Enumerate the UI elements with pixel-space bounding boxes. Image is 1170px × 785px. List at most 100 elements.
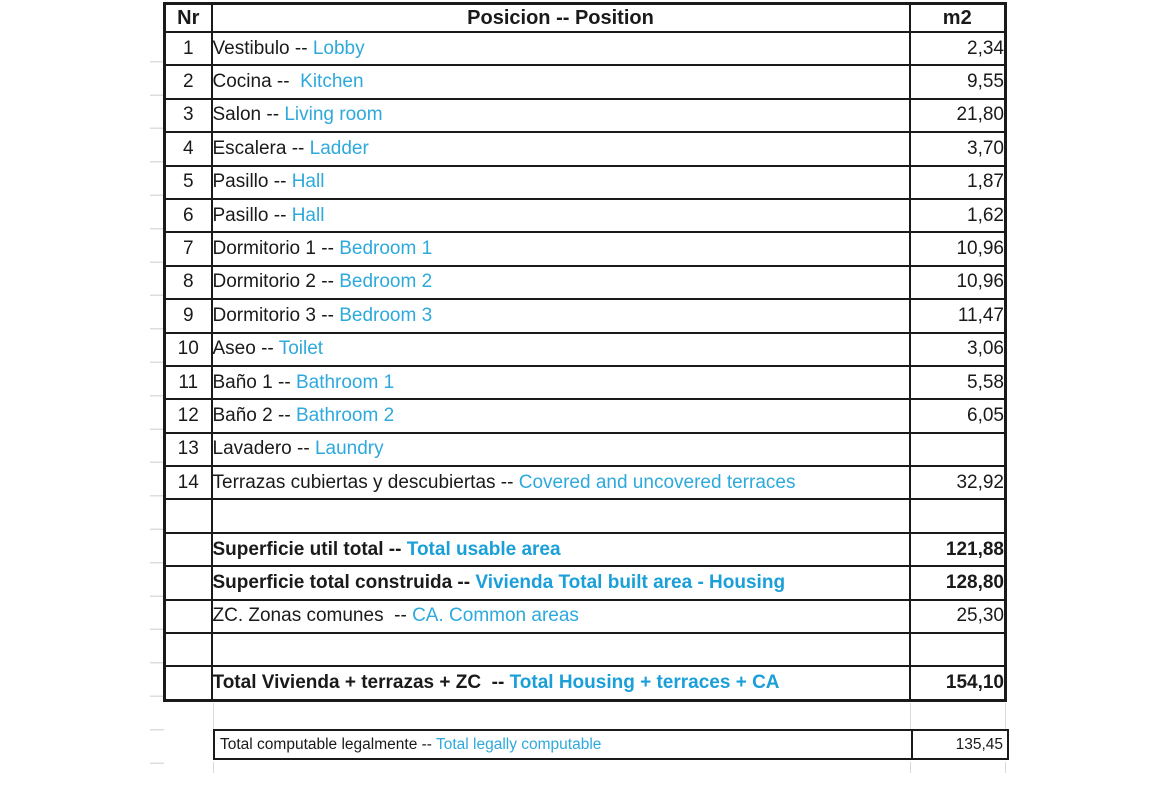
table-row: 2 Cocina -- Kitchen 9,55 <box>163 64 1007 100</box>
spanish-label: ZC. Zonas comunes <box>212 605 384 627</box>
row-m2-cell <box>908 431 1007 468</box>
row-m2-cell: 154,10 <box>908 665 1007 702</box>
legal-total-table: Total computable legalmente -- Total leg… <box>213 729 1009 760</box>
row-position-cell: Pasillo -- Hall <box>210 164 911 200</box>
separator: -- <box>383 538 407 560</box>
row-m2-cell: 21,80 <box>908 97 1007 134</box>
spanish-label: Baño 2 <box>212 404 273 426</box>
english-label: Laundry <box>314 438 384 460</box>
row-position-cell: Pasillo -- Hall <box>210 197 911 234</box>
row-position-cell: Total Vivienda + terrazas + ZC -- Total … <box>210 665 911 702</box>
english-label: Bedroom 2 <box>339 271 433 293</box>
row-position-cell: Baño 1 -- Bathroom 1 <box>210 364 911 401</box>
english-label: Living room <box>284 104 383 126</box>
row-number-cell: 2 <box>163 64 213 100</box>
separator: -- <box>417 735 436 753</box>
table-row: 7 Dormitorio 1 -- Bedroom 1 10,96 <box>163 231 1007 267</box>
row-m2-cell: 1,62 <box>908 197 1007 234</box>
table-row: 6 Pasillo -- Hall 1,62 <box>163 197 1007 234</box>
row-m2-cell <box>908 632 1007 668</box>
spanish-label: Terrazas cubiertas y descubiertas <box>212 471 496 493</box>
spanish-label: Total computable legalmente <box>220 735 418 753</box>
row-number-cell: 13 <box>163 431 213 468</box>
english-label: Total usable area <box>406 538 561 560</box>
gridline-hint <box>910 762 911 773</box>
english-label: Ladder <box>309 137 369 159</box>
table-row: 9 Dormitorio 3 -- Bedroom 3 11,47 <box>163 298 1007 334</box>
row-position-cell: Escalera -- Ladder <box>210 131 911 167</box>
spanish-label: Aseo <box>212 338 256 360</box>
table-body: 1 Vestibulo -- Lobby 2,34 2 Cocina -- Ki… <box>163 30 1007 702</box>
spanish-label: Total Vivienda + terrazas + ZC <box>212 672 482 694</box>
english-label: Lobby <box>312 37 365 59</box>
table-row: 14 Terrazas cubiertas y descubiertas -- … <box>163 465 1007 501</box>
spanish-label: Dormitorio 3 <box>212 304 316 326</box>
row-m2-cell: 2,34 <box>908 30 1007 67</box>
gridline-hint <box>1005 762 1006 773</box>
legal-total-row: Total computable legalmente -- Total leg… <box>213 729 1009 760</box>
spanish-label: Dormitorio 2 <box>212 271 316 293</box>
table-row <box>163 498 1007 534</box>
spanish-label: Baño 1 <box>212 371 273 393</box>
table-row: 11 Baño 1 -- Bathroom 1 5,58 <box>163 364 1007 401</box>
table-row: 1 Vestibulo -- Lobby 2,34 <box>163 30 1007 67</box>
table-row: 12 Baño 2 -- Bathroom 2 6,05 <box>163 398 1007 434</box>
row-position-cell: Dormitorio 3 -- Bedroom 3 <box>210 298 911 334</box>
row-number-cell: 11 <box>163 364 213 401</box>
table-header: Nr Posicion -- Position m2 <box>163 2 1007 33</box>
row-number-cell <box>163 632 213 668</box>
english-label: Hall <box>291 171 325 193</box>
spanish-label: Cocina <box>212 71 272 93</box>
table-row: 4 Escalera -- Ladder 3,70 <box>163 131 1007 167</box>
table-row: ZC. Zonas comunes -- CA. Common areas 25… <box>163 598 1007 635</box>
row-number-cell: 7 <box>163 231 213 267</box>
english-label: Kitchen <box>300 71 364 93</box>
row-m2-cell: 11,47 <box>908 298 1007 334</box>
row-position-cell: Terrazas cubiertas y descubiertas -- Cov… <box>210 465 911 501</box>
english-label: Total Housing + terraces + CA <box>509 672 780 694</box>
row-number-cell: 10 <box>163 331 213 367</box>
row-number-cell <box>163 498 213 534</box>
row-m2-cell: 5,58 <box>908 364 1007 401</box>
separator: -- <box>271 71 301 93</box>
spanish-label: Escalera <box>212 137 287 159</box>
table-row: Superficie total construida -- Vivienda … <box>163 565 1007 601</box>
separator: -- <box>291 438 315 460</box>
separator: -- <box>261 104 285 126</box>
row-m2-cell: 9,55 <box>908 64 1007 100</box>
row-position-cell: Superficie total construida -- Vivienda … <box>210 565 911 601</box>
row-m2-cell: 3,70 <box>908 131 1007 167</box>
table-row: 5 Pasillo -- Hall 1,87 <box>163 164 1007 200</box>
row-number-cell: 12 <box>163 398 213 434</box>
spanish-label: Salon <box>212 104 262 126</box>
row-m2-cell: 1,87 <box>908 164 1007 200</box>
english-label: Bathroom 2 <box>295 404 395 426</box>
separator: -- <box>268 204 292 226</box>
separator: -- <box>481 672 510 694</box>
english-label: Toilet <box>278 338 324 360</box>
row-position-cell: Cocina -- Kitchen <box>210 64 911 100</box>
row-m2-cell: 10,96 <box>908 231 1007 267</box>
table-row: Superficie util total -- Total usable ar… <box>163 531 1007 568</box>
row-m2-cell <box>908 498 1007 534</box>
legal-total-label-cell: Total computable legalmente -- Total leg… <box>213 729 913 760</box>
row-position-cell: Salon -- Living room <box>210 97 911 134</box>
row-number-cell <box>163 598 213 635</box>
row-number-cell: 9 <box>163 298 213 334</box>
english-label: Bedroom 1 <box>339 238 433 260</box>
row-number-cell: 8 <box>163 264 213 301</box>
english-label: CA. Common areas <box>412 605 579 627</box>
row-m2-cell: 10,96 <box>908 264 1007 301</box>
row-m2-cell: 32,92 <box>908 465 1007 501</box>
english-label: Bedroom 3 <box>339 304 433 326</box>
table-row: 8 Dormitorio 2 -- Bedroom 2 10,96 <box>163 264 1007 301</box>
table-row: 13 Lavadero -- Laundry <box>163 431 1007 468</box>
separator: -- <box>272 371 296 393</box>
row-m2-cell: 121,88 <box>908 531 1007 568</box>
spanish-label: Vestibulo <box>212 37 290 59</box>
separator: -- <box>495 471 519 493</box>
gridline-hint <box>910 703 911 729</box>
english-label: Hall <box>291 204 325 226</box>
gridline-hint <box>1005 703 1006 729</box>
separator: -- <box>315 304 340 326</box>
